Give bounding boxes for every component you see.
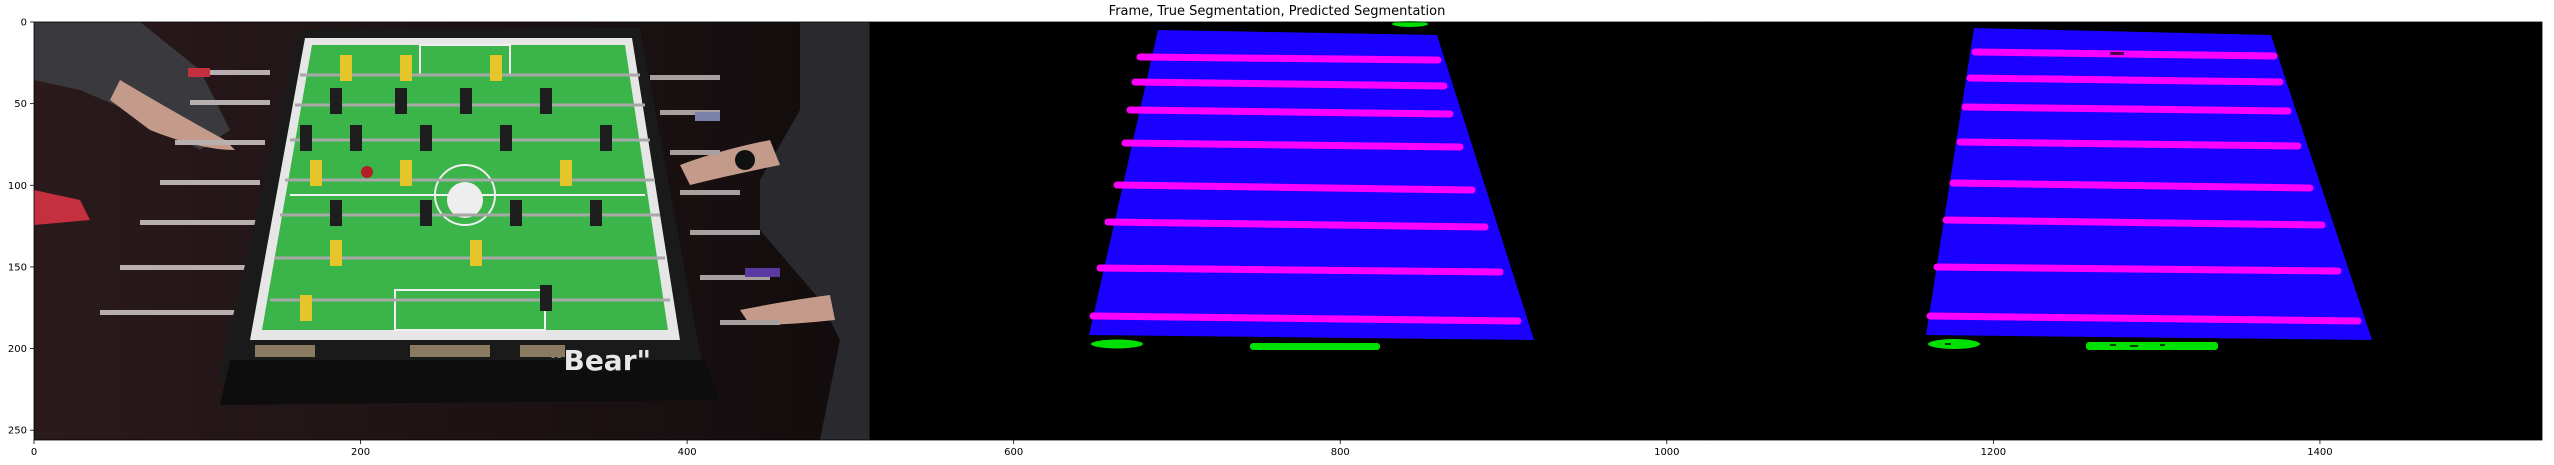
rod-handles-left (100, 70, 270, 315)
true-rods (1089, 53, 1522, 325)
predicted-noise (1945, 52, 2165, 347)
true-segmentation-panel (870, 21, 1706, 440)
x-axis-ticks: 0 200 400 600 800 1000 1200 1400 (31, 440, 2333, 458)
x-tick-label: 0 (31, 447, 37, 458)
red-handle-1 (188, 68, 210, 77)
y-tick-label: 0 (21, 18, 27, 29)
y-tick-label: 100 (8, 181, 27, 192)
x-tick-label: 600 (1004, 447, 1023, 458)
true-player-segments (1091, 21, 1428, 350)
x-tick-label: 1400 (2307, 447, 2332, 458)
predicted-panel-border (1705, 21, 2543, 441)
predicted-player-segments (1928, 339, 2218, 350)
x-tick-label: 400 (678, 447, 697, 458)
purple-handle (745, 268, 780, 277)
black-players (300, 88, 612, 311)
x-tick-label: 200 (351, 447, 370, 458)
blue-handle (695, 112, 720, 121)
predicted-segmentation-panel (1706, 22, 2542, 440)
x-tick-label: 1200 (1981, 447, 2006, 458)
yellow-players (300, 55, 572, 321)
rod-handles-right (650, 75, 780, 325)
table-logo: "Bear" (549, 344, 651, 377)
right-player-body (760, 22, 870, 440)
y-axis-ticks: 0 50 100 150 200 250 (8, 18, 34, 437)
left-player-sleeve (34, 190, 90, 225)
table-end (220, 360, 720, 405)
predicted-rods (1926, 48, 2362, 325)
y-tick-label: 250 (8, 426, 27, 437)
red-ball (361, 166, 373, 178)
x-tick-label: 800 (1331, 447, 1350, 458)
left-player-arm (110, 80, 235, 150)
y-tick-label: 150 (8, 262, 27, 273)
center-logo (447, 182, 483, 218)
y-tick-label: 200 (8, 344, 27, 355)
right-player-lower-arm (740, 295, 835, 325)
figure-title: Frame, True Segmentation, Predicted Segm… (1108, 4, 1446, 19)
bottom-handles (255, 345, 565, 357)
right-player-arm (680, 140, 780, 185)
frame-panel: "Bear" (34, 22, 870, 440)
wristband (735, 150, 755, 170)
y-tick-label: 50 (14, 99, 27, 110)
x-tick-label: 1000 (1654, 447, 1679, 458)
